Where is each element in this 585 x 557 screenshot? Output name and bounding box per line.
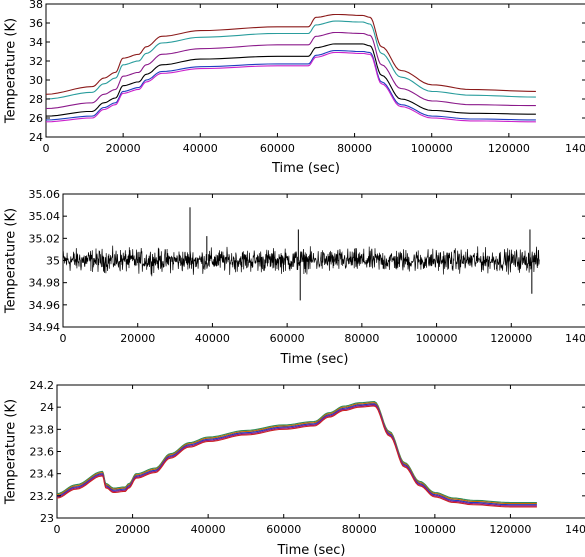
y-tick-label: 24 xyxy=(40,401,54,414)
series-line xyxy=(45,31,536,110)
series-line xyxy=(45,51,536,123)
y-axis-label-2: Temperature (K) xyxy=(4,208,19,314)
y-tick-label: 23.6 xyxy=(30,446,55,459)
x-tick-label: 140000 xyxy=(565,523,585,536)
series-line xyxy=(56,403,537,506)
series-line xyxy=(56,405,537,508)
y-tick-label: 35 xyxy=(46,255,60,268)
y-tick-label: 34 xyxy=(29,36,43,49)
x-tick-label: 60000 xyxy=(260,142,295,155)
x-tick-label: 120000 xyxy=(489,523,531,536)
chart-panel-1: 0 20000 40000 60000 80000 100000 120000 140000 2… xyxy=(4,0,585,176)
y-tick-label: 36 xyxy=(29,17,43,30)
x-tick-label: 100000 xyxy=(416,332,458,345)
x-tick-label: 0 xyxy=(60,332,67,345)
y-axis-label-3: Temperature (K) xyxy=(4,399,19,505)
series-line xyxy=(45,13,536,95)
series-layer-2 xyxy=(62,207,540,301)
x-tick-label: 60000 xyxy=(270,332,305,345)
y-tick-label: 28 xyxy=(29,93,43,106)
x-tick-label: 80000 xyxy=(337,142,372,155)
series-line xyxy=(45,20,536,100)
y-tick-label: 34.94 xyxy=(29,321,61,334)
y-tick-label: 30 xyxy=(29,74,43,87)
ticks-layer-2: 0 20000 40000 60000 80000 100000 120000 140000 3… xyxy=(29,188,585,345)
plot-area-3 xyxy=(56,384,585,519)
y-tick-label: 24 xyxy=(29,131,43,144)
x-tick-label: 120000 xyxy=(490,332,532,345)
x-tick-label: 100000 xyxy=(411,142,453,155)
y-tick-label: 23 xyxy=(40,512,54,525)
series-line xyxy=(45,49,536,121)
x-tick-label: 80000 xyxy=(342,523,377,536)
x-tick-label: 100000 xyxy=(414,523,456,536)
x-tick-label: 80000 xyxy=(344,332,379,345)
plot-area-1 xyxy=(45,3,585,138)
x-tick-label: 140000 xyxy=(565,332,585,345)
x-axis-label-1: Time (sec) xyxy=(271,161,340,176)
y-tick-label: 23.8 xyxy=(30,423,55,436)
series-layer-1 xyxy=(45,13,536,123)
ticks-layer-1: 0 20000 40000 60000 80000 100000 120000 140000 2… xyxy=(29,0,585,155)
x-tick-label: 40000 xyxy=(183,142,218,155)
y-tick-label: 24.2 xyxy=(30,379,55,392)
ticks-layer-3: 0 20000 40000 60000 80000 100000 120000 140000 2… xyxy=(30,379,585,536)
x-tick-label: 120000 xyxy=(488,142,530,155)
x-tick-label: 40000 xyxy=(195,332,230,345)
x-tick-label: 0 xyxy=(43,142,50,155)
x-tick-label: 60000 xyxy=(266,523,301,536)
x-tick-label: 20000 xyxy=(120,332,155,345)
chart-panel-3: 0 20000 40000 60000 80000 100000 120000 140000 2… xyxy=(4,379,585,557)
x-axis-label-2: Time (sec) xyxy=(279,352,348,367)
y-tick-label: 35.06 xyxy=(29,188,61,201)
y-tick-label: 23.4 xyxy=(30,468,55,481)
y-tick-label: 35.02 xyxy=(29,232,61,245)
series-line xyxy=(45,43,536,117)
y-tick-label: 32 xyxy=(29,55,43,68)
x-tick-label: 20000 xyxy=(115,523,150,536)
x-tick-label: 140000 xyxy=(565,142,585,155)
y-axis-label-1: Temperature (K) xyxy=(4,18,19,124)
x-tick-label: 0 xyxy=(54,523,61,536)
y-tick-label: 26 xyxy=(29,112,43,125)
y-tick-label: 23.2 xyxy=(30,490,55,503)
chart-panel-2: 0 20000 40000 60000 80000 100000 120000 140000 3… xyxy=(4,188,585,367)
x-axis-label-3: Time (sec) xyxy=(276,543,345,557)
series-line xyxy=(56,404,537,507)
series-line xyxy=(56,401,537,504)
y-tick-label: 34.96 xyxy=(29,299,61,312)
series-line xyxy=(56,402,537,505)
series-layer-3 xyxy=(56,401,537,508)
series-line xyxy=(62,245,540,277)
x-tick-label: 20000 xyxy=(106,142,141,155)
y-tick-label: 38 xyxy=(29,0,43,11)
y-tick-label: 35.04 xyxy=(29,210,61,223)
x-tick-label: 40000 xyxy=(191,523,226,536)
y-tick-label: 34.98 xyxy=(29,277,61,290)
